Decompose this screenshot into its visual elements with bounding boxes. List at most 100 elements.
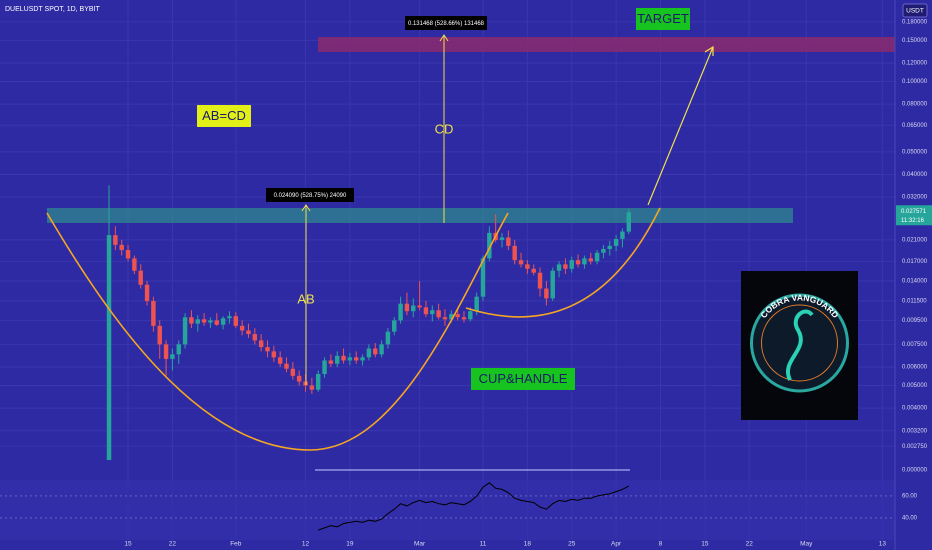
candle-body [449, 314, 454, 320]
y-tick-label: 0.011500 [902, 299, 927, 305]
candle-body [506, 237, 511, 246]
candle-body [512, 245, 517, 261]
candle-body [233, 316, 239, 326]
x-tick-label: 12 [302, 541, 310, 548]
candle-body [163, 344, 169, 359]
y-tick-label: 0.150000 [902, 38, 928, 44]
logo-snake [786, 309, 814, 381]
y-tick-label: 0.050000 [902, 149, 928, 155]
candle-body [220, 318, 226, 325]
target-box [636, 8, 690, 30]
y-tick-label: 0.100000 [902, 79, 928, 85]
y-tick-label: 0.014000 [902, 279, 928, 285]
measure-cd-box [405, 16, 487, 30]
candle-body [265, 347, 270, 352]
candle-body [531, 268, 536, 273]
candle-body [214, 320, 219, 325]
candle-body [334, 355, 340, 364]
indicator-tick-label: 60.00 [902, 494, 918, 500]
y-tick-label: 0.021000 [902, 237, 928, 243]
candle-body [474, 296, 479, 312]
currency-button[interactable] [902, 3, 928, 18]
candle-body [607, 245, 612, 249]
candle-body [341, 355, 346, 361]
indicator-line [318, 482, 630, 531]
y-tick-label: 0.180000 [902, 19, 928, 25]
candle-body [246, 330, 251, 335]
candle-body [518, 260, 524, 265]
candle-body [480, 258, 486, 297]
x-tick-label: 15 [701, 541, 709, 548]
volume-pane-tick-label: 0.000000 [902, 468, 928, 474]
candle-body [525, 264, 530, 269]
candle-body [170, 354, 175, 359]
x-tick-label: Apr [611, 541, 622, 548]
measure-cd-label: 0.131468 (528.66%) 131468 [408, 21, 485, 27]
y-tick-label: 0.009500 [902, 318, 928, 324]
x-tick-label: 22 [169, 541, 177, 548]
candle-body [436, 310, 441, 318]
candle-body [385, 331, 391, 345]
cup-curve [46, 212, 509, 451]
y-tick-label: 0.005000 [902, 383, 928, 389]
currency-label[interactable]: USDT [906, 8, 924, 15]
candle-body [468, 311, 473, 320]
y-tick-label: 0.003200 [902, 428, 928, 434]
candle-body [544, 288, 549, 299]
x-tick-label: May [800, 541, 813, 548]
candle-body [119, 244, 124, 251]
candle-body [309, 385, 315, 390]
candle-body [271, 351, 277, 358]
target-zone [318, 37, 895, 52]
x-tick-label: 18 [524, 541, 532, 548]
candle-body [404, 303, 410, 312]
candle-body [157, 325, 162, 345]
y-tick-label: 0.120000 [902, 61, 928, 67]
x-tick-label: 15 [124, 541, 132, 548]
candle-body [398, 303, 403, 321]
x-tick-label: 8 [659, 541, 663, 548]
candle-body [296, 375, 302, 382]
candle-body [227, 316, 232, 319]
candle-body [151, 300, 156, 326]
candle-body [208, 320, 213, 323]
candle-body [360, 357, 365, 361]
y-tick-label: 0.040000 [902, 172, 928, 178]
candle-body [290, 368, 296, 376]
candle-body [328, 360, 334, 364]
y-tick-label: 0.006000 [902, 365, 928, 371]
candle-body [354, 357, 359, 361]
countdown-label: 11:32:16 [901, 218, 925, 224]
candle-body [537, 272, 543, 289]
candle-body [461, 317, 467, 320]
axes: 0.180000 0.150000 0.120000 0.100000 0.080000… [124, 19, 932, 548]
candle-body [442, 317, 448, 320]
candle-body [550, 270, 555, 299]
candle-body [201, 319, 207, 323]
candle-body [195, 319, 200, 324]
header: DUELUSDT SPOT, 1D, BYBIT [5, 6, 101, 13]
candle-body [392, 320, 397, 332]
candle-body [106, 235, 112, 460]
ab-label: AB [297, 291, 314, 306]
target-label: TARGET [637, 11, 689, 26]
candle-body [284, 363, 289, 369]
candle-body [582, 258, 587, 265]
y-tick-label: 0.002750 [902, 444, 928, 450]
candle-body [601, 248, 606, 253]
handle-curve [465, 207, 661, 318]
candle-body [417, 305, 422, 308]
candle-body [613, 238, 619, 246]
candle-body [322, 360, 327, 375]
price-axis [895, 0, 932, 550]
indicator-tick-label: 40.00 [902, 516, 918, 522]
target-arrow [647, 45, 714, 206]
candle-body [563, 264, 568, 269]
candle-body [132, 258, 137, 271]
x-tick-label: 25 [568, 541, 576, 548]
candle-body [176, 344, 181, 355]
candle-body [189, 317, 194, 324]
resistance-zone [47, 208, 793, 223]
candle-body [556, 264, 562, 271]
